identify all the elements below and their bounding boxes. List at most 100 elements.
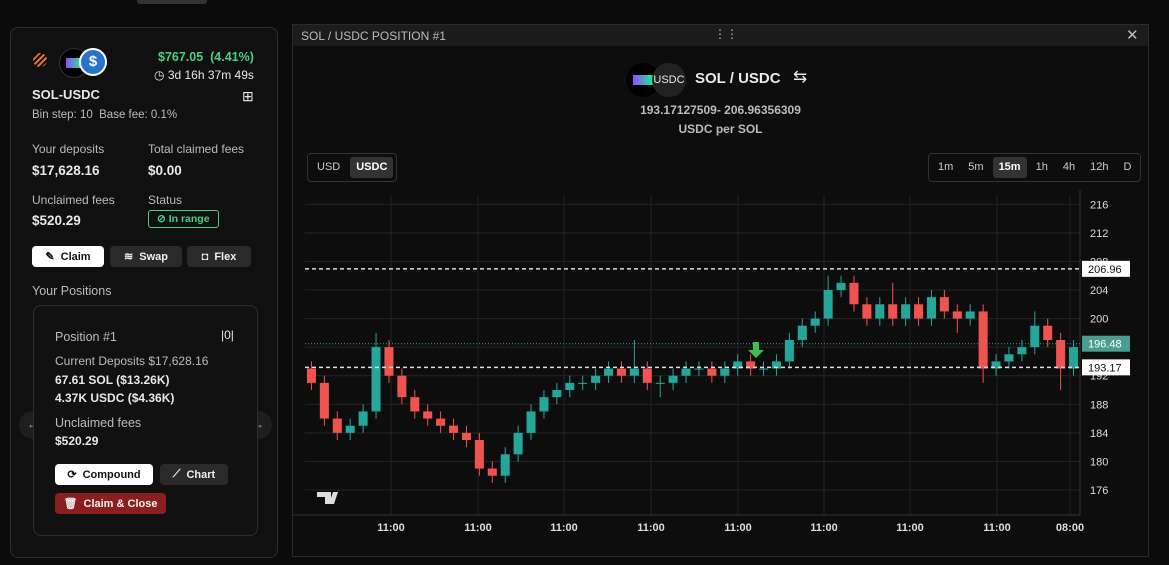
x-tick-label: 11:00 (724, 522, 752, 534)
candle-body (371, 347, 381, 412)
x-tick-label: 08:00 (1056, 522, 1084, 534)
candle-body (578, 382, 588, 384)
candle-body (629, 368, 639, 376)
candle-body (1056, 340, 1066, 369)
candle-body (733, 361, 743, 369)
toggle-option[interactable]: 1h (1035, 161, 1048, 173)
candle-body (681, 368, 691, 376)
candle-body (694, 368, 704, 370)
toggle-option[interactable]: USDC (350, 157, 394, 178)
candle-body (565, 382, 575, 390)
currency-toggle: USD USDC (307, 153, 398, 182)
y-tick-label: 204 (1090, 285, 1108, 297)
candle-body (397, 375, 407, 398)
label: Claim (60, 250, 91, 263)
candle-body (707, 368, 717, 376)
toggle-option[interactable]: D (1123, 161, 1132, 173)
y-tick-label: 180 (1090, 456, 1108, 468)
stat-value: $520.29 (32, 213, 81, 228)
usdc-icon: $ (79, 48, 107, 76)
toggle-option[interactable]: 15m (992, 157, 1027, 178)
toggle-option[interactable]: 12h (1090, 161, 1109, 173)
candle-body (539, 397, 549, 412)
candle-body (914, 304, 924, 319)
price-label: 206.96 (1088, 264, 1122, 276)
candle-body (461, 432, 471, 440)
candle-body (410, 397, 420, 412)
y-tick-label: 216 (1090, 199, 1108, 211)
price-label: 193.17 (1088, 362, 1122, 374)
stat-label: Your deposits (32, 142, 105, 156)
price-range: 193.17127509- 206.96356309 (640, 103, 801, 117)
candle-body (810, 318, 820, 326)
protocol-icon (33, 53, 47, 67)
candle-body (771, 361, 781, 369)
candle-body (784, 340, 794, 362)
swap-button[interactable]: ≋ Swap (110, 246, 182, 267)
top-tab[interactable] (137, 0, 207, 4)
candle-body (332, 418, 342, 433)
price-label-box (1082, 335, 1130, 352)
panel-header: SOL / USDC POSITION #1 ⋮⋮ ✕ (293, 25, 1148, 46)
claim-close-button[interactable]: 🗑 Claim & Close (55, 493, 166, 514)
close-button[interactable]: ✕ (1126, 27, 1139, 44)
position-card: Position #1 |0| Current Deposits $17,628… (33, 305, 258, 536)
y-tick-label: 212 (1090, 228, 1108, 240)
swap-pair[interactable]: ⇆ (793, 67, 808, 86)
candle-body (875, 304, 885, 319)
position-icon[interactable]: |0| (221, 328, 234, 342)
candle-body (500, 454, 510, 476)
stat-label: Unclaimed fees (32, 193, 115, 207)
toggle-option[interactable]: 5m (968, 161, 984, 173)
token-badge: USDC (652, 63, 686, 97)
chart-button[interactable]: ⟋ Chart (160, 464, 228, 485)
label: Flex (214, 250, 237, 263)
candle-body (1004, 354, 1014, 362)
candle-body (668, 375, 678, 383)
candle-body (965, 311, 975, 319)
positions-title: Your Positions (32, 284, 112, 298)
status: In range (168, 213, 210, 225)
unclaimed-label: Unclaimed fees (55, 416, 142, 430)
y-tick-label: 184 (1090, 428, 1108, 440)
stat-label: Total claimed fees (148, 142, 245, 156)
claim-button[interactable]: ✎ Claim (32, 246, 104, 267)
grid-icon[interactable]: ⊞ (242, 88, 254, 104)
candle-body (926, 297, 936, 319)
y-tick-label: 188 (1090, 399, 1108, 411)
price-label: 196.48 (1088, 339, 1122, 351)
toggle-option[interactable]: 1m (938, 161, 954, 173)
candle-body (978, 311, 988, 369)
pair: SOL / USDC (695, 70, 781, 87)
candle-body (306, 368, 316, 383)
candle-body (849, 282, 859, 305)
candle-body (888, 304, 898, 319)
candle-body (797, 325, 807, 340)
toggle-option[interactable]: USD (317, 161, 341, 173)
candle-body (474, 440, 484, 469)
position-name: Position #1 (55, 330, 117, 344)
candle-body (345, 425, 355, 433)
label: Chart (186, 468, 216, 481)
label: Swap (139, 250, 168, 263)
candle-body (513, 432, 523, 455)
candle-body (358, 411, 368, 426)
price-label-box (1082, 260, 1130, 277)
compound-button[interactable]: ⟳ Compound (55, 464, 153, 485)
flex-button[interactable]: ◘ Flex (187, 246, 251, 267)
x-tick-label: 11:00 (550, 522, 578, 534)
drag-handle[interactable]: ⋮⋮ (714, 27, 738, 41)
x-tick-label: 11:00 (637, 522, 665, 534)
candle-body (1030, 325, 1040, 348)
candle-body (746, 361, 756, 369)
candle-body (449, 425, 459, 433)
candle-body (991, 361, 1001, 369)
base-fee: Base fee: 0.1% (99, 109, 178, 121)
pool-name: SOL-USDC (32, 87, 100, 102)
age: 3d 16h 37m 49s (167, 68, 254, 82)
toggle-option[interactable]: 4h (1062, 161, 1076, 173)
pool-card: $ $767.05 (4.41%) ◷ 3d 16h 37m 49s SOL-U… (10, 27, 278, 558)
y-tick-label: 200 (1090, 314, 1108, 326)
candle-body (952, 311, 962, 319)
